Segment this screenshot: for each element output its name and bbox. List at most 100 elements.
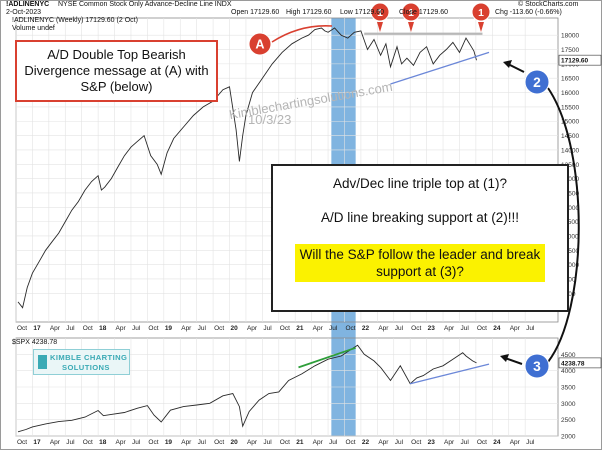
header-open: Open 17129.60 [231,9,280,16]
x-tick-label-lower: 24 [493,439,501,446]
arrow-3-pointer [504,357,523,365]
header-date: 2-Oct-2023 [6,9,42,16]
x-tick-label-lower: 17 [33,439,41,446]
logo-line-2: SOLUTIONS [62,363,110,372]
marker-a [248,32,272,56]
y-tick-label: 15500 [561,104,579,111]
x-tick-label-lower: 23 [428,439,436,446]
x-tick-label-lower: Apr [116,439,127,446]
x-tick-label: Jul [329,325,338,332]
x-tick-label-lower: Apr [444,439,455,446]
x-tick-label: Oct [345,325,355,332]
x-tick-label-lower: Jul [329,439,338,446]
header-low: Low 17129.60 [340,9,384,16]
x-tick-label: Apr [50,325,61,332]
x-tick-label-lower: Jul [66,439,75,446]
x-tick-label-lower: Jul [526,439,535,446]
y-tick-label: 3000 [561,401,576,408]
logo-line-1: KIMBLE CHARTING [50,353,128,362]
x-tick-label: Oct [214,325,224,332]
x-tick-label-lower: Apr [378,439,389,446]
x-tick-label: 23 [428,325,436,332]
x-tick-label: Jul [395,325,404,332]
last-value-badge [558,357,602,369]
legend-spx: $SPX 4238.78 [12,339,58,346]
y-tick-label: 2500 [561,417,576,424]
x-tick-label: Oct [280,325,290,332]
marker-1-3 [471,2,491,22]
x-tick-label-lower: 18 [99,439,107,446]
header-copyright: © StockCharts.com [518,1,579,8]
marker-2-label: 2 [533,75,541,90]
arrow-2-head [503,60,512,68]
x-tick-label-lower: 19 [165,439,173,446]
y-tick-label: 12500 [561,190,579,197]
kimble-logo: KIMBLE CHARTING SOLUTIONS [33,349,130,375]
annotation-highlight: Will the S&P follow the leader and break… [295,244,545,282]
marker-1-2-label: 1 [408,8,414,19]
marker-1-2 [401,2,421,22]
x-tick-label: Oct [83,325,93,332]
y-tick-label: 11000 [561,233,579,240]
arrow-a [271,25,333,43]
last-value-badge [558,54,602,66]
marker-1-1-label: 1 [377,8,383,19]
x-tick-label: Oct [411,325,421,332]
y-tick-label: 3500 [561,385,576,392]
header-chg: Chg -113.60 (-0.66%) [495,9,562,16]
x-tick-label: Apr [181,325,192,332]
x-tick-label: Oct [17,325,27,332]
y-tick-label: 16500 [561,76,579,83]
x-tick-label-lower: Oct [411,439,421,446]
x-tick-label: Apr [510,325,521,332]
x-tick-label: 24 [493,325,501,332]
x-tick-label: Jul [66,325,75,332]
x-tick-label-lower: Oct [83,439,93,446]
x-tick-label: Oct [148,325,158,332]
x-tick-label-lower: Apr [510,439,521,446]
marker-1-3-label: 1 [478,8,484,19]
logo-mark-icon [38,355,47,369]
x-tick-label: 21 [296,325,304,332]
header-description: NYSE Common Stock Only Advance-Decline L… [58,1,232,8]
x-tick-label-lower: 22 [362,439,370,446]
x-tick-label-lower: 21 [296,439,304,446]
x-tick-label-lower: Apr [50,439,61,446]
legend-volume: Volume undef [12,25,55,32]
x-tick-label-lower: Jul [132,439,141,446]
y-tick-label: 15000 [561,119,579,126]
y-tick-label: 11500 [561,219,579,226]
x-tick-label: Jul [460,325,469,332]
marker-1-pointer [478,22,484,32]
arrow-2-pointer [507,63,525,73]
x-tick-label-lower: Oct [280,439,290,446]
y-tick-label: 12000 [561,205,579,212]
x-tick-label: 22 [362,325,370,332]
x-tick-label-lower: Apr [247,439,258,446]
legend-main: !ADLINENYC (Weekly) 17129.60 (2 Oct) [12,17,138,24]
y-tick-label: 4000 [561,368,576,375]
connector-arrow-2-3 [547,87,580,363]
last-value-label: 4238.78 [561,360,585,367]
y-tick-label: 4500 [561,352,576,359]
x-tick-label: Apr [247,325,258,332]
x-tick-label-lower: 20 [231,439,239,446]
annotation-line-2: A/D line breaking support at (2)!!! [320,210,520,225]
marker-2 [524,69,550,95]
x-tick-label: Oct [477,325,487,332]
x-tick-label-lower: Oct [17,439,27,446]
x-tick-label: Apr [444,325,455,332]
x-tick-label-lower: Oct [148,439,158,446]
y-tick-label: 14000 [561,147,579,154]
y-tick-label: 10000 [561,262,579,269]
y-tick-label: 2000 [561,434,576,441]
y-tick-label: 16000 [561,90,579,97]
y-tick-label: 17500 [561,47,579,54]
x-tick-label: Apr [378,325,389,332]
x-tick-label: 18 [99,325,107,332]
header-symbol: !ADLINENYC [6,1,50,8]
x-tick-label: 20 [231,325,239,332]
last-value-label: 17129.60 [561,58,588,65]
marker-1-pointer [377,22,383,32]
y-tick-label: 18000 [561,33,579,40]
